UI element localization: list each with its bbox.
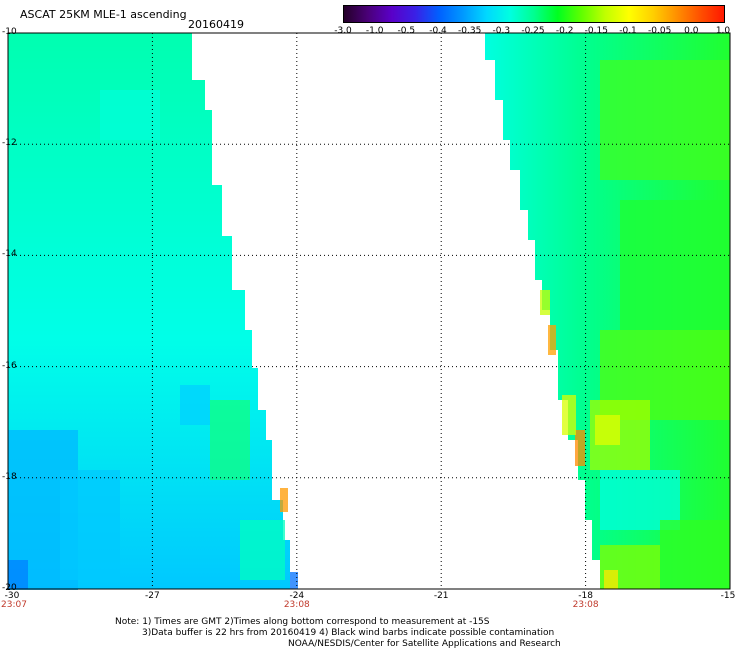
data-patch — [100, 90, 160, 140]
longitude-label: -30 — [4, 591, 20, 601]
longitude-label: -18 — [578, 591, 593, 601]
note-line-2: 3)Data buffer is 22 hrs from 20160419 4)… — [142, 628, 555, 638]
colorbar-gradient — [344, 6, 724, 22]
colorbar-label: -0.5 — [397, 26, 416, 36]
data-patch — [620, 200, 730, 330]
data-patch — [8, 560, 28, 589]
colorbar-label: -0.4 — [429, 26, 447, 36]
colorbar-label: -0.15 — [584, 26, 608, 36]
colorbar-label: -0.2 — [555, 26, 574, 36]
longitude-label: -21 — [433, 591, 449, 601]
latitude-label: -10 — [2, 27, 17, 37]
time-label: 23:08 — [572, 600, 599, 610]
data-patch — [600, 60, 730, 180]
latitude-label: -20 — [2, 583, 17, 593]
data-patch — [660, 520, 730, 589]
latitude-label: -14 — [2, 249, 17, 260]
data-patch — [180, 385, 210, 425]
product-title: ASCAT 25KM MLE-1 ascending — [20, 8, 187, 21]
latitude-label: -18 — [2, 471, 17, 482]
longitude-label: -24 — [289, 591, 305, 601]
latitude-label: -12 — [2, 138, 17, 149]
latitude-label: -16 — [2, 360, 17, 371]
time-label: 23:08 — [283, 600, 310, 610]
data-patch — [60, 470, 120, 580]
data-patch — [290, 572, 298, 589]
colorbar — [343, 5, 725, 23]
colorbar-label: 1.0 — [715, 26, 731, 36]
colorbar-label: -3.0 — [334, 26, 352, 36]
data-patch — [540, 290, 550, 315]
note-line-3: NOAA/NESDIS/Center for Satellite Applica… — [288, 639, 561, 649]
colorbar-label: 0.0 — [684, 26, 699, 36]
note-line-1: Note: 1) Times are GMT 2)Times along bot… — [115, 617, 490, 627]
colorbar-label: -0.35 — [458, 26, 482, 36]
colorbar-label: -1.0 — [365, 26, 384, 36]
colorbar-label: -0.1 — [619, 26, 637, 36]
data-patch — [595, 415, 620, 445]
longitude-label: -27 — [145, 591, 160, 601]
data-patch — [562, 395, 576, 435]
colorbar-label: -0.3 — [492, 26, 511, 36]
product-date: 20160419 — [188, 18, 244, 31]
data-patch — [210, 400, 250, 480]
time-label: 23:07 — [1, 600, 27, 610]
data-patch — [548, 325, 556, 355]
colorbar-label: -0.25 — [521, 26, 545, 36]
data-patch — [240, 520, 285, 580]
data-patch — [575, 430, 585, 466]
colorbar-label: -0.05 — [648, 26, 672, 36]
data-patch — [280, 488, 288, 512]
data-patch — [604, 570, 618, 589]
longitude-label: -15 — [720, 591, 736, 601]
